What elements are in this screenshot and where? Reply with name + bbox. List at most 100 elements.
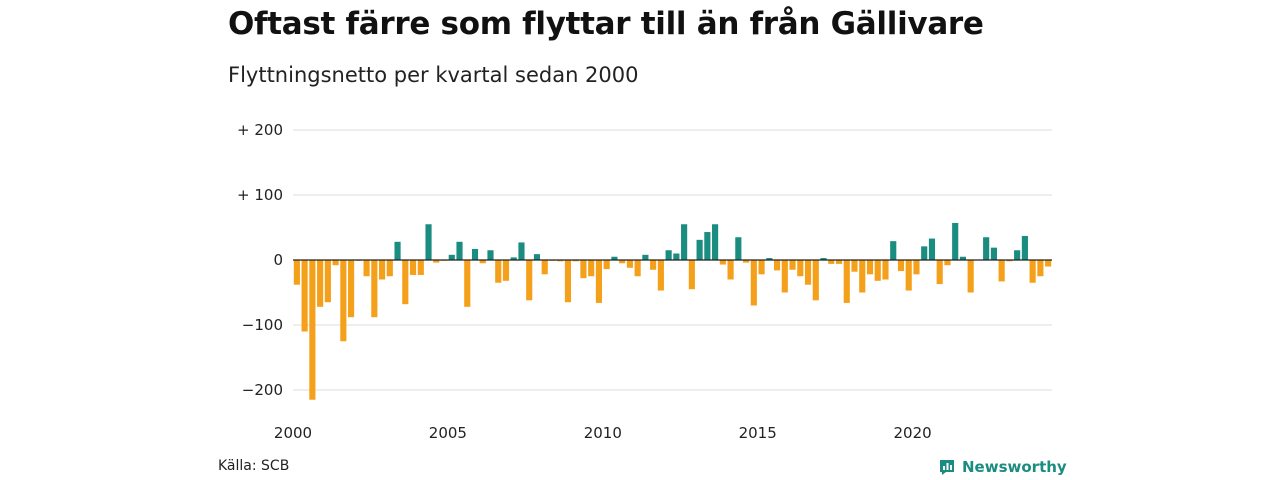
bar (471, 248, 479, 260)
bar (673, 253, 680, 260)
bar (502, 260, 510, 281)
x-tick-label: 2005 (429, 424, 467, 442)
bar (1037, 260, 1044, 277)
x-tick-label: 2000 (274, 424, 312, 442)
x-tick-label: 2020 (893, 424, 931, 442)
chart-subtitle: Flyttningsnetto per kvartal sedan 2000 (228, 63, 639, 87)
bar (874, 260, 881, 281)
bar (719, 260, 726, 265)
bar (293, 260, 300, 285)
bar (944, 260, 951, 266)
bar (464, 260, 471, 307)
y-tick-label: 0 (273, 251, 283, 269)
bar (386, 260, 393, 277)
bar (425, 224, 432, 260)
bar (340, 260, 347, 342)
bar (998, 260, 1005, 282)
bar (526, 260, 533, 301)
bar (510, 257, 517, 260)
bar (704, 232, 711, 260)
bar (495, 260, 502, 283)
bar (750, 260, 757, 306)
bar (897, 260, 905, 272)
bar-layer (293, 222, 1052, 400)
bar (797, 260, 804, 277)
bar (572, 260, 579, 262)
bar (642, 254, 649, 260)
bar (773, 260, 781, 271)
x-tick-label: 2010 (584, 424, 622, 442)
bar (1029, 260, 1036, 283)
bar (1021, 235, 1028, 260)
bar (317, 260, 324, 307)
bar (479, 260, 486, 264)
x-tick-label: 2015 (739, 424, 777, 442)
bar (866, 260, 874, 275)
bar (595, 260, 602, 303)
bar (828, 260, 835, 264)
bar (983, 237, 990, 260)
bar (859, 260, 866, 293)
bar (905, 260, 912, 291)
bar (603, 260, 610, 270)
bar (409, 260, 417, 275)
brand-logo[interactable]: Newsworthy (938, 457, 1067, 477)
bar (835, 260, 843, 264)
bar (727, 260, 734, 280)
bar (781, 260, 788, 293)
bar (580, 260, 587, 279)
bar (541, 260, 548, 275)
bar (634, 260, 641, 277)
bar (657, 260, 664, 291)
bar (1014, 250, 1021, 260)
bar (378, 260, 386, 280)
bar (456, 241, 463, 260)
axis-layer: + 200 + 100 0 −100 −200 2000 2005 2010 2015 2020 (237, 121, 1052, 442)
bar (448, 254, 455, 260)
bar (1045, 260, 1052, 267)
bar (324, 260, 331, 303)
bar (967, 260, 974, 293)
bar (712, 224, 719, 260)
bar (882, 260, 889, 280)
bar (735, 237, 742, 260)
bar (433, 260, 440, 263)
source-label: Källa: SCB (218, 458, 290, 474)
bar (696, 239, 703, 260)
bar (812, 260, 819, 301)
newsworthy-logo-icon (940, 460, 954, 475)
bar (952, 222, 959, 260)
bar (928, 238, 936, 260)
bar (851, 260, 858, 272)
bar (588, 260, 595, 277)
bar (557, 260, 564, 262)
bar (959, 256, 967, 260)
y-tick-label: + 100 (237, 186, 283, 204)
bar (789, 260, 796, 270)
chart-title: Oftast färre som flyttar till än från Gä… (228, 6, 984, 42)
bar (650, 260, 657, 270)
bar (890, 241, 897, 260)
bar (487, 250, 494, 260)
bar (402, 260, 409, 305)
y-tick-label: −100 (242, 316, 283, 334)
bar (518, 242, 525, 260)
bar (394, 241, 401, 260)
bar (626, 260, 633, 268)
bar (804, 260, 812, 285)
bar (301, 260, 308, 332)
bar (417, 260, 424, 275)
bar (843, 260, 850, 303)
bar (564, 260, 572, 303)
bar (533, 254, 541, 260)
brand-name: Newsworthy (962, 458, 1067, 476)
bar (743, 260, 750, 263)
bar (371, 260, 378, 318)
y-tick-label: −200 (242, 381, 283, 399)
bar (921, 246, 928, 260)
bar (990, 247, 997, 260)
bar (363, 260, 370, 277)
bar (820, 258, 827, 260)
bar (766, 258, 773, 260)
